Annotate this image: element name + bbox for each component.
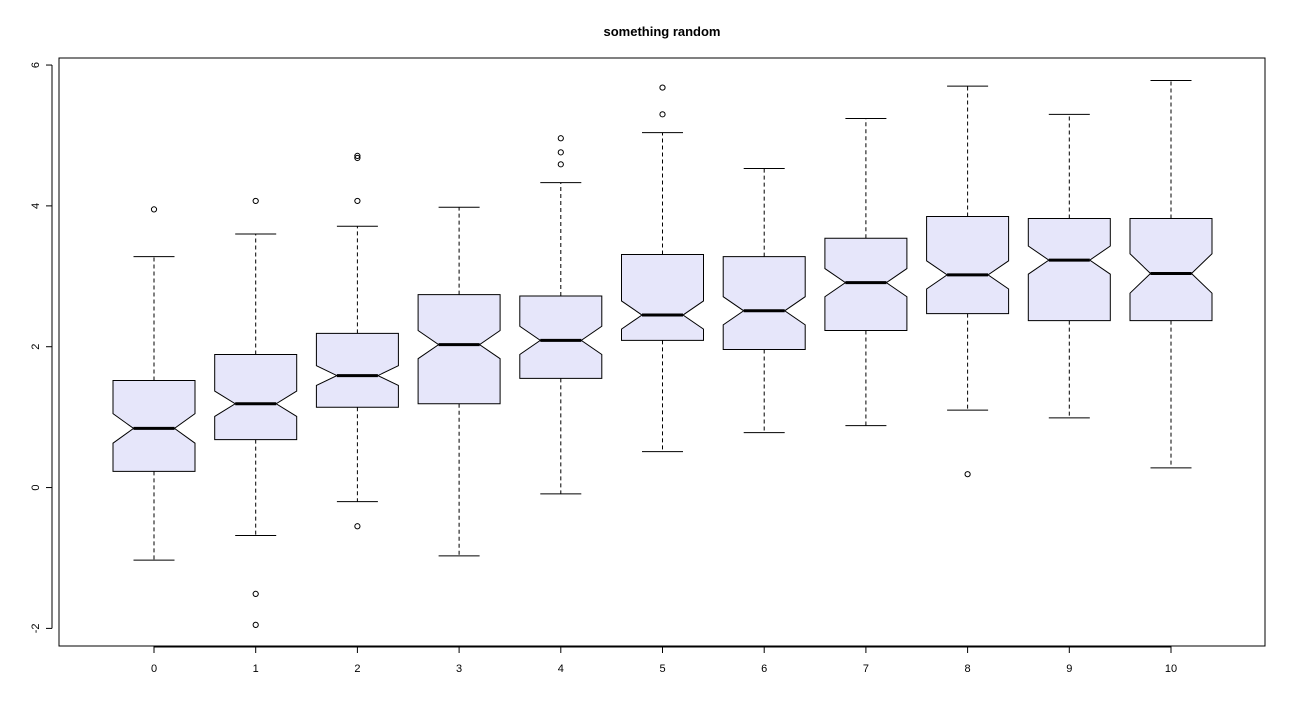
outlier-point (252, 590, 259, 597)
notched-box (824, 237, 908, 332)
notched-box (1129, 218, 1213, 322)
y-tick-label: 6 (30, 62, 42, 68)
x-tick-label: 8 (965, 663, 971, 675)
x-axis: 0 1 2 3 4 5 6 7 8 9 10 (151, 646, 1177, 675)
outlier-point (354, 154, 361, 162)
outlier-point (964, 471, 971, 478)
x-tick-label: 10 (1165, 663, 1177, 675)
notched-box (519, 295, 603, 379)
x-tick-label: 3 (456, 663, 462, 675)
y-tick-label: 4 (30, 203, 42, 209)
notched-box (926, 215, 1010, 315)
y-tick-label: 2 (30, 344, 42, 350)
outlier-point (557, 161, 564, 168)
x-tick-label: 1 (253, 663, 259, 675)
box-4 (519, 135, 603, 495)
box-0 (112, 206, 196, 561)
chart-title: something random (603, 24, 720, 39)
x-tick-label: 7 (863, 663, 869, 675)
x-tick-label: 2 (354, 663, 360, 675)
x-tick-label: 6 (761, 663, 767, 675)
outlier-point (252, 197, 259, 205)
outlier-point (150, 206, 158, 213)
outlier-point (354, 152, 361, 159)
notched-box (417, 294, 501, 405)
box-7 (824, 118, 908, 427)
x-tick-label: 0 (151, 663, 157, 675)
outlier-point (557, 135, 564, 142)
outlier-point (659, 84, 666, 91)
box-8 (926, 85, 1010, 478)
x-tick-label: 5 (659, 663, 665, 675)
boxes (112, 80, 1213, 628)
x-tick-label: 9 (1066, 663, 1072, 675)
outlier-point (557, 149, 564, 156)
x-tick-label: 4 (558, 663, 564, 675)
outlier-point (659, 111, 666, 118)
outlier-point (354, 523, 361, 530)
y-tick-label: 0 (30, 484, 42, 490)
y-axis: -2 0 2 4 6 (30, 62, 53, 634)
outlier-point (354, 197, 361, 205)
notched-box (214, 353, 298, 441)
notched-box (722, 256, 806, 351)
box-5 (621, 84, 704, 453)
box-6 (722, 168, 806, 434)
box-9 (1027, 113, 1111, 419)
box-2 (315, 152, 399, 530)
box-10 (1129, 80, 1213, 469)
outlier-point (252, 621, 259, 628)
notched-box (315, 332, 399, 408)
box-3 (417, 206, 501, 557)
box-1 (214, 197, 298, 628)
notched-box (621, 253, 704, 341)
y-tick-label: -2 (30, 624, 42, 634)
notched-box (1027, 218, 1111, 322)
notched-box (112, 380, 196, 472)
